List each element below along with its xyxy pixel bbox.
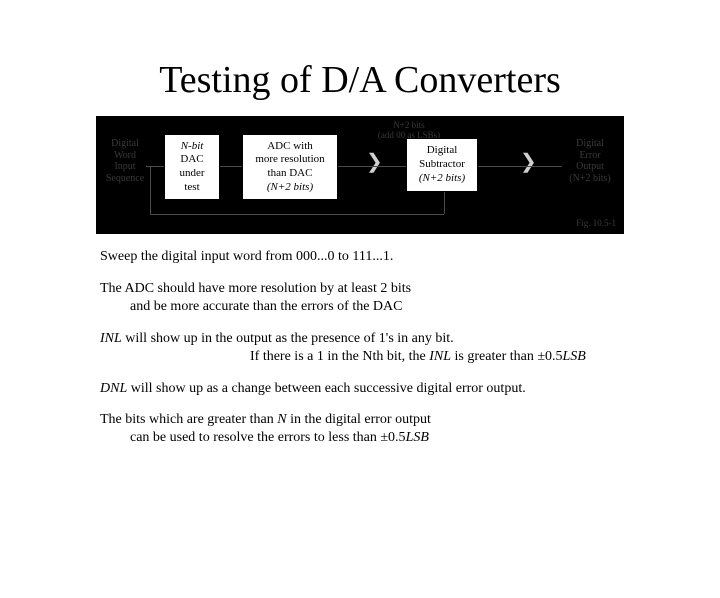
text: under bbox=[179, 167, 204, 181]
text: Digital bbox=[102, 138, 148, 150]
arrow-icon: ❯ bbox=[520, 152, 537, 172]
input-label: Digital Word Input Sequence bbox=[102, 138, 148, 184]
text: is greater than ±0.5 bbox=[451, 349, 562, 364]
text: (N+2 bits) bbox=[267, 181, 313, 195]
connector bbox=[444, 192, 445, 214]
term-n: N bbox=[277, 412, 286, 427]
text: ADC with bbox=[267, 140, 313, 154]
text: can be used to resolve the errors to les… bbox=[130, 430, 406, 445]
term-inl: INL bbox=[100, 331, 122, 346]
term-inl: INL bbox=[429, 349, 451, 364]
dac-block: N-bit DAC under test bbox=[164, 134, 220, 200]
paragraph: The ADC should have more resolution by a… bbox=[100, 280, 624, 316]
connector bbox=[478, 166, 562, 167]
text: Word bbox=[102, 150, 148, 162]
figure-label: Fig. 10.5-1 bbox=[576, 218, 616, 228]
text: than DAC bbox=[268, 167, 313, 181]
term-lsb: LSB bbox=[406, 430, 429, 445]
paragraph: Sweep the digital input word from 000...… bbox=[100, 248, 624, 266]
adc-block: ADC with more resolution than DAC (N+2 b… bbox=[242, 134, 338, 200]
text: The bits which are greater than bbox=[100, 412, 277, 427]
text: DAC bbox=[180, 153, 203, 167]
text: test bbox=[184, 181, 199, 195]
text: Subtractor bbox=[419, 158, 465, 172]
text: If there is a 1 in the Nth bit, the bbox=[250, 349, 429, 364]
text-line: INL will show up in the output as the pr… bbox=[100, 330, 624, 348]
connector bbox=[150, 166, 151, 214]
text-line: The ADC should have more resolution by a… bbox=[100, 280, 624, 298]
text: Digital bbox=[562, 138, 618, 150]
connector bbox=[150, 214, 444, 215]
term-dnl: DNL bbox=[100, 381, 127, 396]
text: Sequence bbox=[102, 173, 148, 185]
paragraph: DNL will show up as a change between eac… bbox=[100, 380, 624, 398]
text-line: If there is a 1 in the Nth bit, the INL … bbox=[100, 348, 624, 366]
text-line: and be more accurate than the errors of … bbox=[100, 298, 624, 316]
text: (N+2 bits) bbox=[562, 173, 618, 185]
text: more resolution bbox=[255, 153, 324, 167]
text: Digital bbox=[427, 144, 458, 158]
text: will show up in the output as the presen… bbox=[122, 331, 454, 346]
block-diagram: Digital Word Input Sequence N+2 bits (ad… bbox=[96, 116, 624, 234]
body-text: Sweep the digital input word from 000...… bbox=[100, 248, 624, 447]
page-title: Testing of D/A Converters bbox=[0, 58, 720, 102]
paragraph: INL will show up in the output as the pr… bbox=[100, 330, 624, 366]
subtractor-block: Digital Subtractor (N+2 bits) bbox=[406, 138, 478, 192]
connector bbox=[220, 166, 242, 167]
connector bbox=[146, 166, 164, 167]
term-lsb: LSB bbox=[563, 349, 586, 364]
output-label: Digital Error Output (N+2 bits) bbox=[562, 138, 618, 184]
text: will show up as a change between each su… bbox=[127, 381, 525, 396]
text: Error bbox=[562, 150, 618, 162]
text: (N+2 bits) bbox=[419, 172, 465, 186]
arrow-icon: ❯ bbox=[366, 152, 383, 172]
paragraph: The bits which are greater than N in the… bbox=[100, 411, 624, 447]
text: Input bbox=[102, 161, 148, 173]
text: N-bit bbox=[181, 140, 204, 154]
text-line: The bits which are greater than N in the… bbox=[100, 411, 624, 429]
text-line: can be used to resolve the errors to les… bbox=[100, 429, 624, 447]
text: N+2 bits bbox=[364, 120, 454, 130]
text: Output bbox=[562, 161, 618, 173]
connector bbox=[338, 166, 406, 167]
text: in the digital error output bbox=[287, 412, 431, 427]
